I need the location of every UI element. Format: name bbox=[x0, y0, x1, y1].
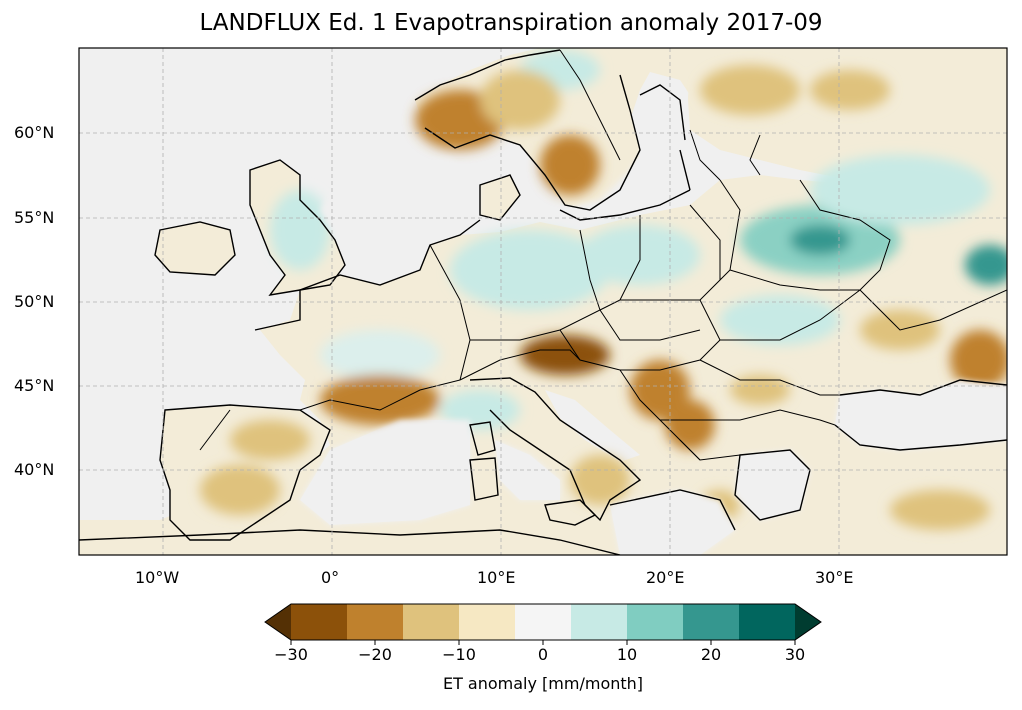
colorbar-extend-low bbox=[265, 604, 291, 640]
colorbar-segment bbox=[683, 604, 740, 640]
lon-tick-label: 10°W bbox=[135, 568, 180, 587]
lat-tick-label: 55°N bbox=[14, 208, 55, 227]
lon-tick-label: 30°E bbox=[815, 568, 854, 587]
colorbar-segment bbox=[571, 604, 628, 640]
colorbar-tick-label: 20 bbox=[700, 645, 722, 664]
gridlines bbox=[79, 48, 1007, 555]
map-title: LANDFLUX Ed. 1 Evapotranspiration anomal… bbox=[199, 10, 823, 36]
colorbar-tick-label: −20 bbox=[358, 645, 392, 664]
lat-tick-label: 40°N bbox=[14, 460, 55, 479]
atlantic-ocean bbox=[79, 48, 450, 410]
colorbar-tick-label: 30 bbox=[784, 645, 806, 664]
colorbar-label: ET anomaly [mm/month] bbox=[442, 674, 644, 693]
colorbar-tick-label: 0 bbox=[537, 645, 549, 664]
colorbar-segment bbox=[627, 604, 684, 640]
country-borders bbox=[199, 49, 1007, 461]
coastlines bbox=[79, 49, 1007, 555]
colorbar-segment bbox=[403, 604, 460, 640]
adriatic-sea bbox=[545, 390, 640, 462]
colorbar-segment bbox=[459, 604, 516, 640]
colorbar-extend-high bbox=[795, 604, 821, 640]
colorbar-segment bbox=[739, 604, 796, 640]
colorbar-tick-label: −30 bbox=[274, 645, 308, 664]
gulf-of-bothnia bbox=[640, 85, 685, 140]
lat-tick-label: 60°N bbox=[14, 123, 55, 142]
lon-tick-label: 10°E bbox=[477, 568, 516, 587]
lon-tick-label: 0° bbox=[321, 568, 340, 587]
colorbar-segment bbox=[515, 604, 572, 640]
colorbar-segment bbox=[291, 604, 348, 640]
colorbar-tick-label: −10 bbox=[442, 645, 476, 664]
colorbar-tick-label: 10 bbox=[616, 645, 638, 664]
lat-tick-label: 45°N bbox=[14, 376, 55, 395]
lon-tick-label: 20°E bbox=[646, 568, 685, 587]
map-frame bbox=[78, 47, 1008, 556]
lat-tick-label: 50°N bbox=[14, 292, 55, 311]
colorbar bbox=[264, 603, 822, 645]
colorbar-segment bbox=[347, 604, 404, 640]
